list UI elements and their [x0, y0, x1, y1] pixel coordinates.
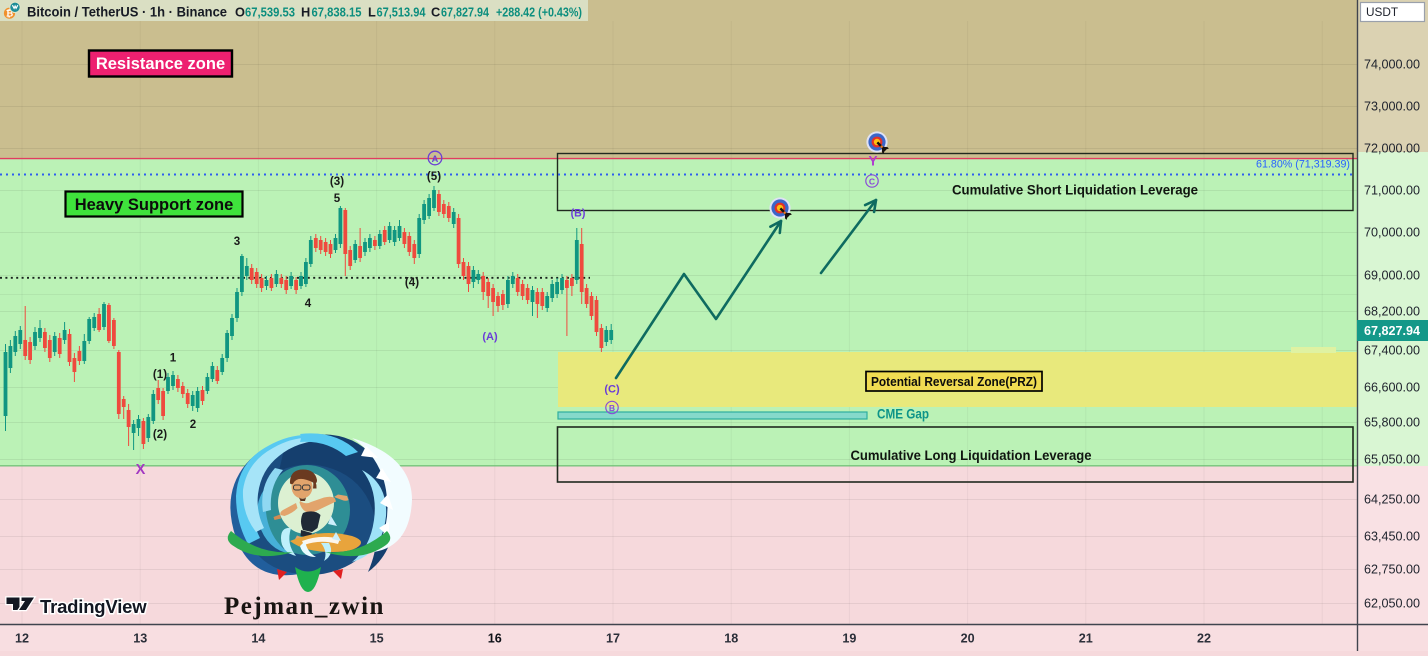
svg-text:63,450.00: 63,450.00	[1364, 530, 1420, 544]
svg-text:71,000.00: 71,000.00	[1364, 184, 1420, 198]
svg-text:TradingView: TradingView	[40, 596, 147, 617]
svg-text:3: 3	[234, 235, 241, 248]
svg-text:Cumulative Long Liquidation Le: Cumulative Long Liquidation Leverage	[851, 448, 1092, 463]
svg-text:12: 12	[15, 632, 29, 646]
svg-text:Bitcoin / TetherUS · 1h · Bina: Bitcoin / TetherUS · 1h · Binance	[27, 5, 227, 20]
svg-text:L: L	[368, 5, 376, 20]
svg-text:22: 22	[1197, 632, 1211, 646]
svg-text:4: 4	[305, 297, 312, 310]
svg-text:67,400.00: 67,400.00	[1364, 344, 1420, 358]
svg-text:18: 18	[724, 632, 738, 646]
svg-text:69,000.00: 69,000.00	[1364, 269, 1420, 283]
svg-text:64,250.00: 64,250.00	[1364, 493, 1420, 507]
svg-text:USDT: USDT	[1366, 5, 1398, 19]
svg-text:(B): (B)	[571, 208, 586, 220]
svg-text:Pejman_zwin: Pejman_zwin	[224, 593, 385, 620]
svg-text:70,000.00: 70,000.00	[1364, 226, 1420, 240]
svg-text:Potential Reversal Zone(PRZ): Potential Reversal Zone(PRZ)	[871, 374, 1037, 389]
svg-text:19: 19	[842, 632, 856, 646]
svg-text:2: 2	[190, 418, 196, 431]
svg-text:(1): (1)	[153, 368, 167, 381]
svg-text:1: 1	[170, 352, 177, 365]
svg-text:(5): (5)	[427, 170, 441, 183]
svg-text:5: 5	[334, 192, 341, 205]
svg-text:68,200.00: 68,200.00	[1364, 305, 1420, 319]
svg-text:14: 14	[251, 632, 265, 646]
svg-text:(C): (C)	[604, 384, 620, 396]
svg-text:65,050.00: 65,050.00	[1364, 453, 1420, 467]
svg-text:21: 21	[1079, 632, 1093, 646]
svg-text:66,600.00: 66,600.00	[1364, 381, 1420, 395]
svg-text:X: X	[136, 462, 146, 478]
svg-text:62,750.00: 62,750.00	[1364, 563, 1420, 577]
svg-text:15: 15	[370, 632, 384, 646]
svg-text:72,000.00: 72,000.00	[1364, 142, 1420, 156]
svg-text:A: A	[432, 154, 439, 164]
svg-text:Heavy Support zone: Heavy Support zone	[75, 196, 234, 214]
svg-text:65,800.00: 65,800.00	[1364, 416, 1420, 430]
svg-text:₿: ₿	[6, 9, 13, 19]
svg-text:B: B	[609, 403, 615, 413]
svg-text:13: 13	[133, 632, 147, 646]
svg-text:67,827.94: 67,827.94	[441, 5, 490, 20]
svg-text:67,539.53: 67,539.53	[245, 5, 295, 20]
svg-text:61.80% (71,319.39): 61.80% (71,319.39)	[1256, 159, 1350, 171]
svg-text:74,000.00: 74,000.00	[1364, 58, 1420, 72]
svg-text:(3): (3)	[330, 175, 344, 188]
svg-text:+288.42 (+0.43%): +288.42 (+0.43%)	[496, 5, 582, 20]
svg-text:67,838.15: 67,838.15	[312, 5, 362, 20]
svg-text:O: O	[235, 5, 245, 20]
svg-text:Resistance zone: Resistance zone	[96, 55, 225, 73]
svg-text:(2): (2)	[153, 428, 167, 441]
svg-text:(4): (4)	[405, 276, 419, 289]
svg-text:16: 16	[488, 632, 502, 646]
svg-text:Cumulative Short Liquidation L: Cumulative Short Liquidation Leverage	[952, 183, 1198, 198]
svg-text:C: C	[869, 177, 875, 187]
svg-text:20: 20	[961, 632, 975, 646]
svg-text:H: H	[301, 5, 310, 20]
svg-text:17: 17	[606, 632, 620, 646]
svg-text:73,000.00: 73,000.00	[1364, 100, 1420, 114]
svg-text:Y: Y	[868, 154, 877, 169]
svg-text:67,827.94: 67,827.94	[1364, 324, 1420, 338]
svg-text:67,513.94: 67,513.94	[377, 5, 427, 20]
svg-text:C: C	[431, 5, 440, 20]
svg-text:62,050.00: 62,050.00	[1364, 597, 1420, 611]
svg-text:(A): (A)	[482, 331, 498, 343]
svg-text:CME Gap: CME Gap	[877, 407, 929, 422]
